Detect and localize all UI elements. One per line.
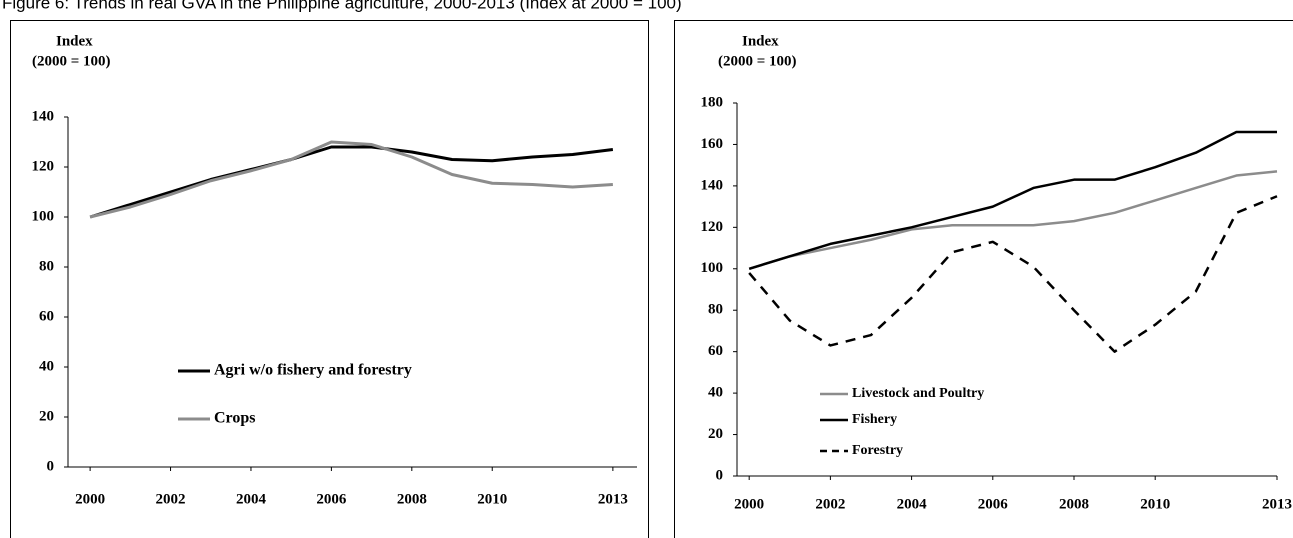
series-line <box>748 130 1277 270</box>
series-line <box>89 140 613 219</box>
x-tick-label: 2002 <box>156 491 186 507</box>
x-tick-label: 2010 <box>477 491 507 507</box>
y-axis-sublabel: (2000 = 100) <box>718 53 797 69</box>
y-tick-label: 0 <box>716 467 724 483</box>
x-tick-label: 2013 <box>1262 496 1292 512</box>
y-tick-label: 140 <box>32 108 55 124</box>
x-tick-label: 2013 <box>598 491 628 507</box>
y-tick-label: 40 <box>708 385 723 401</box>
x-tick-label: 2006 <box>978 496 1009 512</box>
x-tick-label: 2010 <box>1140 496 1170 512</box>
legend-label: Forestry <box>852 443 903 458</box>
x-tick-label: 2008 <box>1059 496 1089 512</box>
y-tick-label: 100 <box>701 260 724 276</box>
x-tick-label: 2002 <box>815 496 845 512</box>
x-tick-label: 2008 <box>397 491 427 507</box>
y-axis-label: Index <box>56 33 93 49</box>
legend-label: Fishery <box>852 412 897 427</box>
legend-label: Crops <box>214 410 256 427</box>
figure-title: Figure 6: Trends in real GVA in the Phil… <box>2 0 682 12</box>
y-tick-label: 20 <box>39 408 54 424</box>
y-tick-label: 60 <box>39 308 54 324</box>
x-tick-label: 2006 <box>316 491 347 507</box>
series-line <box>748 195 1278 353</box>
x-tick-label: 2004 <box>236 491 267 507</box>
series-line <box>748 170 1278 270</box>
y-tick-label: 60 <box>708 343 723 359</box>
y-axis-sublabel: (2000 = 100) <box>32 53 111 69</box>
y-tick-label: 140 <box>701 177 724 193</box>
y-tick-label: 100 <box>32 208 55 224</box>
y-tick-label: 180 <box>701 94 724 110</box>
y-axis-label: Index <box>742 33 779 49</box>
y-tick-label: 40 <box>39 358 54 374</box>
y-tick-label: 120 <box>701 219 724 235</box>
y-tick-label: 80 <box>708 302 723 318</box>
y-tick-label: 120 <box>32 158 55 174</box>
panel-frame <box>674 20 1293 538</box>
legend-label: Livestock and Poultry <box>852 386 984 401</box>
y-tick-label: 160 <box>701 136 724 152</box>
panel-frame <box>10 20 649 538</box>
y-tick-label: 80 <box>39 258 54 274</box>
x-tick-label: 2004 <box>897 496 928 512</box>
legend-label: Agri w/o fishery and forestry <box>214 362 412 379</box>
series-line <box>89 145 614 219</box>
x-tick-label: 2000 <box>75 491 105 507</box>
y-tick-label: 0 <box>47 458 55 474</box>
x-tick-label: 2000 <box>734 496 764 512</box>
y-tick-label: 20 <box>708 426 723 442</box>
